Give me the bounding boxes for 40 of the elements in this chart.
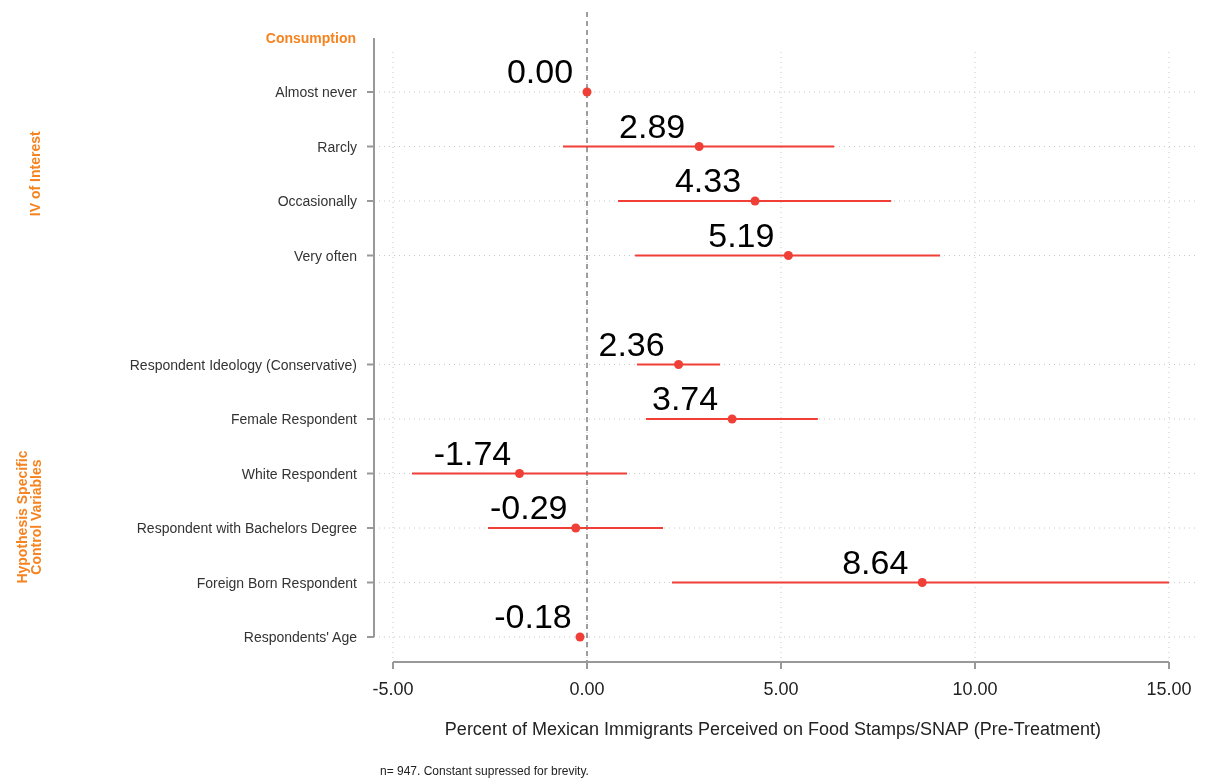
y-tick-label: Occasionally <box>277 193 357 209</box>
y-tick-label: Female Respondent <box>230 411 358 427</box>
y-tick-label: Very often <box>293 247 357 264</box>
data-label: -0.18 <box>494 597 572 635</box>
text: Consumption <box>265 30 356 46</box>
point <box>571 523 581 533</box>
x-tick-label: 5.00 <box>763 679 799 699</box>
x-tick-label: -5.00 <box>372 679 414 699</box>
point <box>514 469 524 478</box>
point <box>582 87 592 97</box>
point <box>694 142 704 151</box>
text: IV of Interest <box>27 131 43 217</box>
x-axis-title: Percent of Mexican Immigrants Perceived on Food Stamps/SNAP (Pre-Treatment) <box>444 719 1102 739</box>
y-tick-label: Respondents' Age <box>243 629 358 645</box>
text: Hypothesis Specific Control Variables <box>14 450 44 584</box>
y-tick-label: Foreign Born Respondent <box>196 574 358 591</box>
point <box>750 196 760 206</box>
data-label: 2.89 <box>619 106 686 145</box>
x-tick-label: 10.00 <box>952 679 998 699</box>
point <box>575 632 585 642</box>
data-label: 5.19 <box>708 215 775 254</box>
data-label: 2.36 <box>598 324 665 363</box>
data-label: -0.29 <box>490 488 568 526</box>
point <box>783 251 793 260</box>
y-tick-label: Rarcly <box>317 138 357 155</box>
text: n= 947. Constant supressed for brevity. <box>380 764 589 778</box>
x-tick-label: 0.00 <box>569 679 605 699</box>
y-tick-label: Almost never <box>275 84 358 100</box>
data-label: -1.74 <box>433 433 512 472</box>
data-label: 8.64 <box>842 542 909 581</box>
data-label: 3.74 <box>652 379 719 417</box>
point <box>674 360 684 369</box>
point <box>917 578 927 587</box>
x-tick-label: 15.00 <box>1146 679 1192 699</box>
data-label: 4.33 <box>674 161 742 199</box>
y-tick-label: Respondent with Bachelors Degree <box>136 520 358 536</box>
data-label: 0.00 <box>506 52 574 90</box>
y-tick-label: White Respondent <box>241 465 358 482</box>
point <box>727 414 737 424</box>
y-tick-label: Respondent Ideology (Conservative) <box>129 356 357 373</box>
